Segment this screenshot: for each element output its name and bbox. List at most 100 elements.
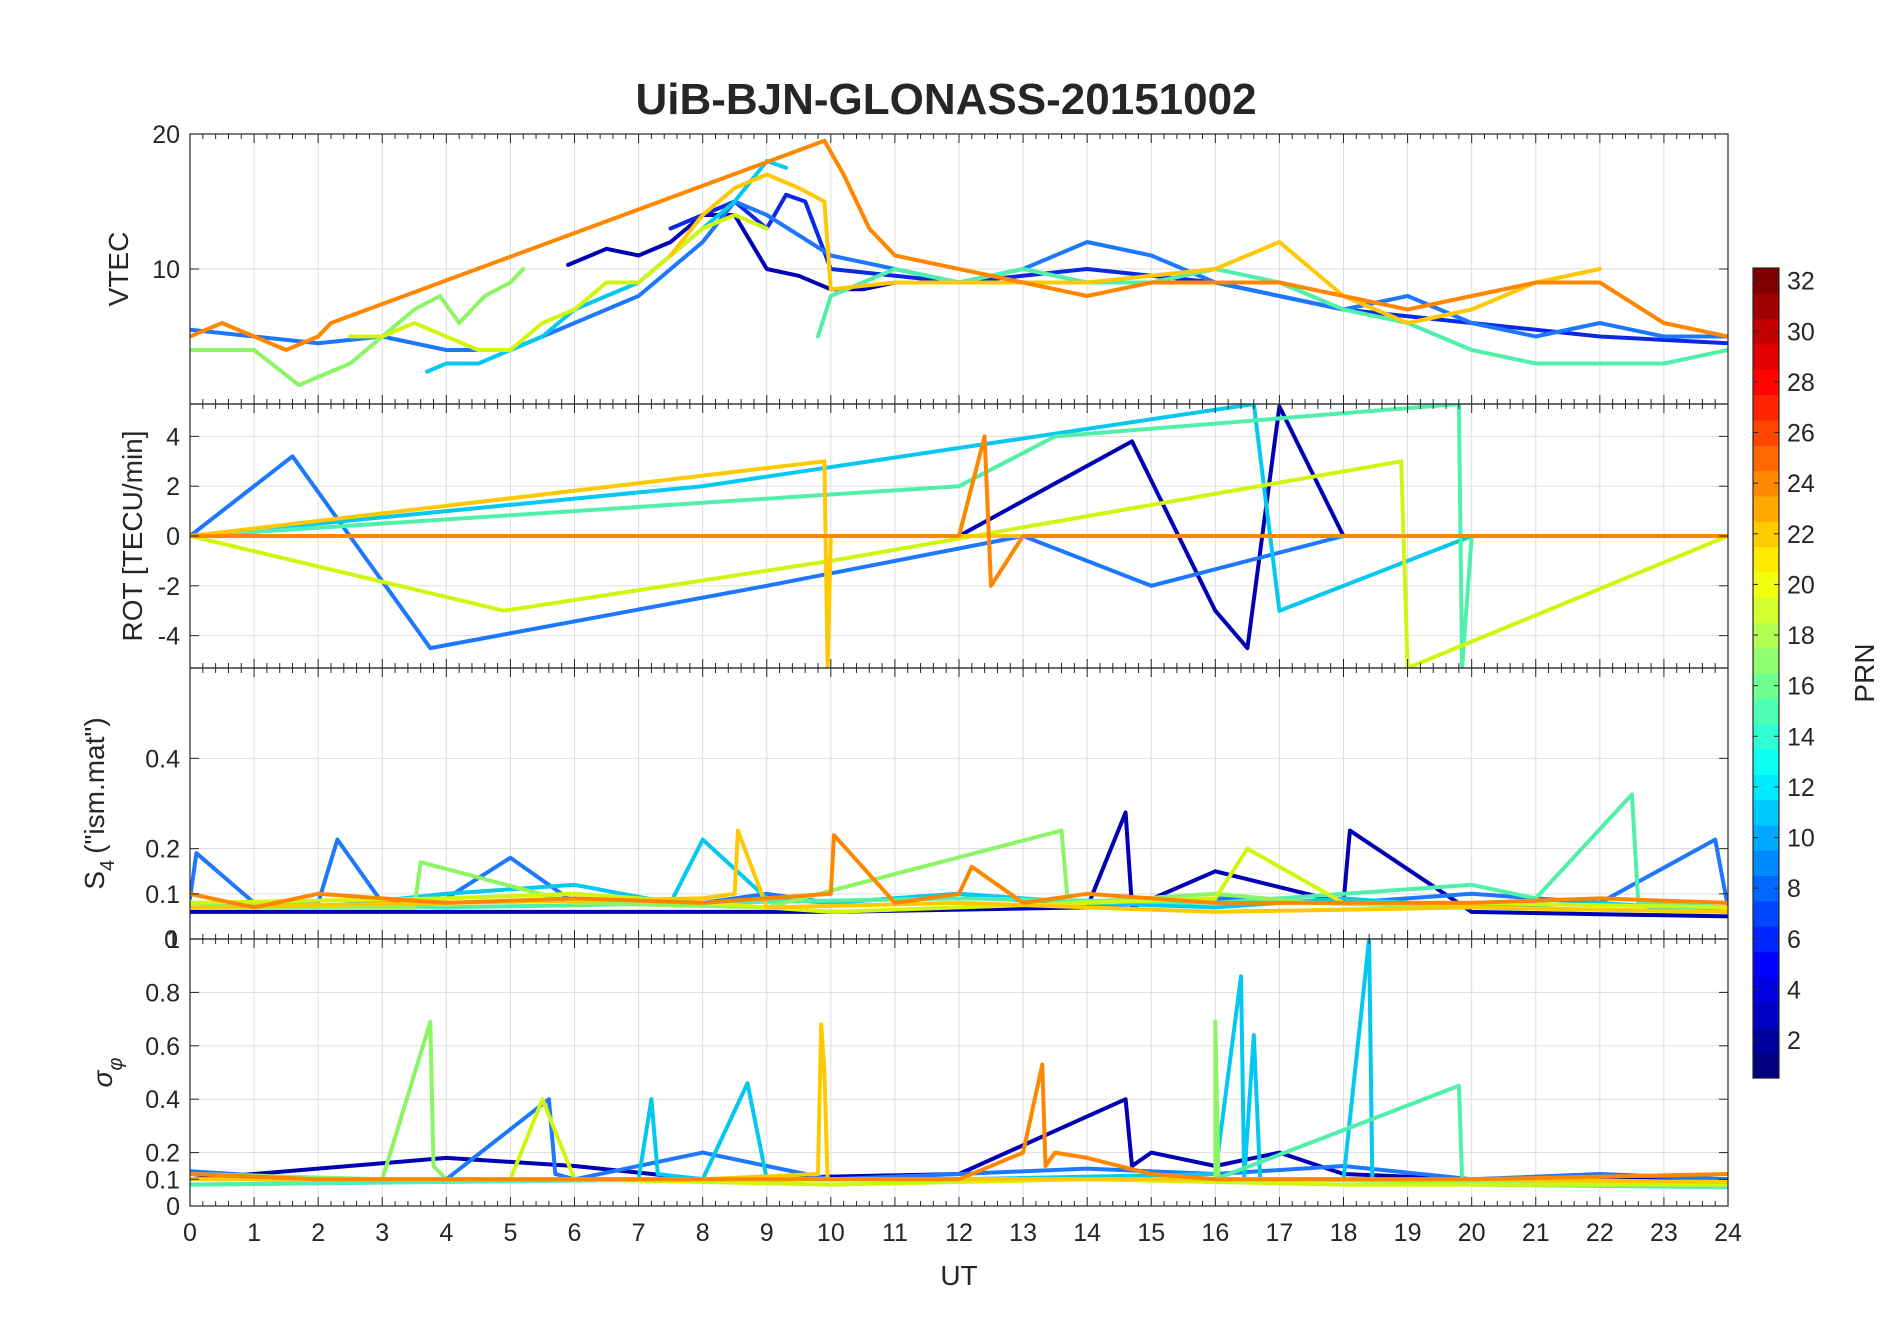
colorbar-segment [1753, 343, 1779, 370]
ticks-s4 [189, 668, 1729, 939]
x-tick-label: 7 [632, 1219, 646, 1247]
x-tick-label: 14 [1073, 1219, 1101, 1247]
ticks-sigma_phi [189, 939, 1729, 1207]
y-tick-label-sigma_phi: 0.1 [145, 1166, 180, 1194]
x-tick-label: 2 [311, 1219, 325, 1247]
x-tick-label: 23 [1650, 1219, 1678, 1247]
y-label-main: σ [87, 1069, 118, 1087]
x-tick-label: 24 [1714, 1219, 1742, 1247]
colorbar-segment [1753, 698, 1779, 725]
y-tick-label-rot: -2 [158, 573, 180, 601]
y-tick-label-s4: 0.2 [145, 836, 180, 864]
grid-sigma_phi [190, 939, 1728, 1206]
x-tick-label: 5 [503, 1219, 517, 1247]
colorbar-segment [1753, 799, 1779, 826]
x-tick-label: 21 [1522, 1219, 1550, 1247]
panel-vtec: 10 20 VTEC [103, 121, 1729, 405]
ticks-vtec [189, 133, 1729, 404]
x-tick-label: 20 [1458, 1219, 1486, 1247]
series-group-rot [190, 404, 1728, 668]
colorbar-segment [1753, 1002, 1779, 1028]
x-tick-label: 17 [1266, 1219, 1294, 1247]
series-vtec-prn-5 [668, 192, 1728, 346]
y-tick-label-sigma_phi: 0.4 [145, 1086, 180, 1114]
y-tick-label-s4: 0.1 [145, 881, 180, 909]
y-tick-label-sigma_phi: 0.6 [145, 1033, 180, 1061]
colorbar-segment [1753, 394, 1779, 421]
y-tick-label-sigma_phi: 0 [166, 1193, 180, 1221]
colorbar-tick-label: 18 [1787, 622, 1815, 650]
y-tick-label-vtec: 10 [152, 256, 180, 284]
y-label-sub: φ [105, 1058, 127, 1071]
series-rot-prn-8 [190, 454, 1728, 651]
x-tick-label: 22 [1586, 1219, 1614, 1247]
y-tick-label-s4: 0.4 [145, 745, 180, 773]
colorbar-segment [1753, 850, 1779, 877]
x-tick-label: 18 [1330, 1219, 1358, 1247]
chart-title: UiB-BJN-GLONASS-20151002 [635, 75, 1256, 124]
x-tick-label: 6 [568, 1219, 582, 1247]
colorbar-tick-label: 6 [1787, 926, 1801, 954]
y-tick-label-sigma_phi: 0.8 [145, 979, 180, 1007]
x-tick-label: 1 [247, 1219, 261, 1247]
colorbar-tick-label: 16 [1787, 673, 1815, 701]
series-group-sigma_phi [190, 939, 1728, 1190]
y-label-s4: S4 ("ism.mat") [79, 717, 119, 889]
colorbar-tick-label: 12 [1787, 774, 1815, 802]
colorbar-tick-label: 10 [1787, 825, 1815, 853]
y-tick-label-rot: -4 [158, 623, 180, 651]
series-group-vtec [190, 138, 1728, 388]
x-tick-label: 10 [817, 1219, 845, 1247]
x-axis: 0 1 2 3 4 5 6 7 8 9 10 11 12 13 14 15 16 17 18 19 20 21 22 23 24… [183, 1219, 1742, 1291]
y-tick-label-rot: 4 [166, 423, 180, 451]
series-vtec-prn-19 [348, 213, 769, 352]
colorbar-segment [1753, 1052, 1779, 1079]
y-label-sigma_phi: σφ [87, 1058, 127, 1088]
series-vtec-prn-21 [668, 172, 1602, 325]
colorbar-segment [1753, 647, 1779, 674]
ticks-rot [189, 404, 1729, 668]
series-vtec-prn-11 [425, 159, 788, 374]
y-label-rest: ("ism.mat") [79, 717, 110, 854]
y-tick-label-rot: 2 [166, 473, 180, 501]
x-tick-label: 9 [760, 1219, 774, 1247]
y-tick-label-rot: 0 [166, 523, 180, 551]
x-tick-label: 0 [183, 1219, 197, 1247]
series-s4-prn-21 [190, 828, 1728, 914]
series-s4-prn-15 [190, 792, 1728, 910]
series-vtec-prn-24 [190, 138, 1728, 352]
colorbar-tick-label: 22 [1787, 521, 1815, 549]
series-sigma_phi-prn-19 [190, 1097, 1728, 1187]
series-group-s4 [190, 792, 1728, 919]
colorbar-segment [1753, 900, 1779, 927]
colorbar-segment [1753, 597, 1779, 623]
y-top-tick-label: 1 [166, 926, 180, 954]
panel-rot: -4 -2 0 2 4 ROT [TECU/min] [117, 403, 1729, 669]
x-tick-label: 16 [1201, 1219, 1229, 1247]
series-rot-prn-19 [190, 459, 1728, 668]
colorbar-segment [1753, 748, 1779, 775]
y-label-rot: ROT [TECU/min] [117, 430, 148, 641]
x-axis-label: UT [940, 1260, 977, 1291]
y-top-tick-label: 0 [164, 926, 178, 954]
colorbar-tick-label: 26 [1787, 420, 1815, 448]
colorbar-segment [1753, 546, 1779, 573]
colorbar-tick-label: 28 [1787, 369, 1815, 397]
x-tick-label: 4 [439, 1219, 453, 1247]
colorbar-tick-label: 24 [1787, 470, 1815, 498]
x-tick-label: 15 [1137, 1219, 1165, 1247]
colorbar-segment [1753, 293, 1779, 320]
x-tick-label: 11 [882, 1219, 908, 1247]
colorbar-tick-label: 20 [1787, 571, 1815, 599]
series-sigma_phi-prn-24 [190, 1062, 1728, 1182]
x-tick-label: 19 [1394, 1219, 1422, 1247]
colorbar-tick-label: 30 [1787, 318, 1815, 346]
colorbar-tick-label: 4 [1787, 976, 1801, 1004]
series-s4-prn-24 [190, 833, 1728, 910]
x-tick-label: 3 [375, 1219, 389, 1247]
y-tick-label-vtec: 20 [152, 121, 180, 149]
colorbar-label: PRN [1849, 643, 1880, 702]
